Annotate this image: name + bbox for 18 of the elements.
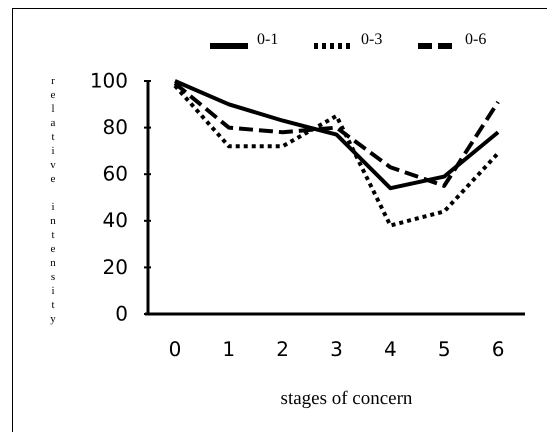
legend-label: 0-6: [465, 31, 486, 48]
x-tick-label: 2: [276, 337, 290, 362]
text: relative intensity: [50, 75, 56, 325]
y-tick-label: 20: [102, 254, 128, 279]
x-tick-label: 0: [168, 337, 182, 362]
x-tick-label: 3: [330, 337, 343, 362]
x-tick-label: 6: [492, 337, 504, 362]
y-tick-label: 100: [90, 68, 128, 92]
y-tick-label: 60: [102, 162, 128, 186]
x-tick-label: 4: [384, 337, 397, 362]
y-tick-label: 80: [102, 115, 128, 139]
x-axis-title: stages of concern: [280, 388, 413, 409]
y-tick-label: 40: [102, 208, 128, 232]
legend-label: 0-3: [361, 31, 382, 48]
x-tick-label: 1: [222, 337, 236, 362]
x-tick-label: 5: [438, 337, 451, 362]
y-tick-label: 0: [115, 301, 128, 326]
legend-label: 0-1: [257, 31, 278, 48]
